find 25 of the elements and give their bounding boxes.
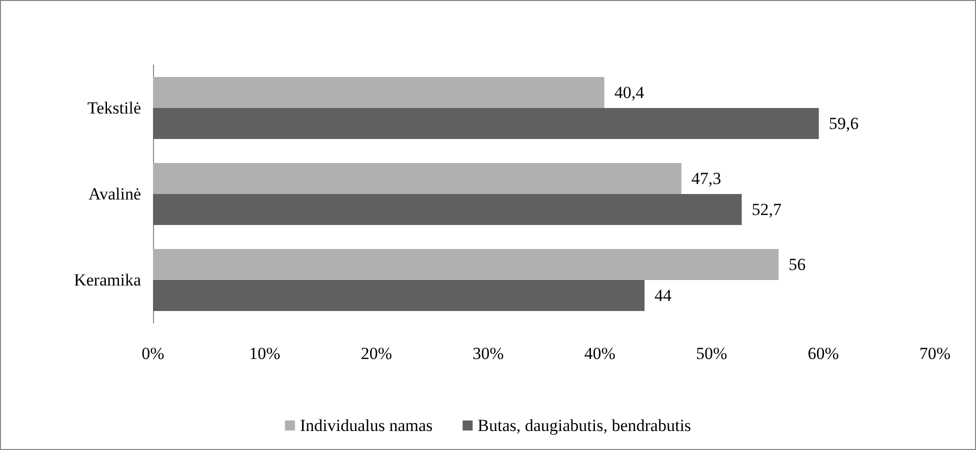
- data-label: 44: [654, 286, 672, 305]
- x-tick-label: 10%: [249, 344, 280, 363]
- data-label: 40,4: [614, 83, 645, 102]
- bar: [153, 77, 604, 108]
- y-tick-label: Tekstilė: [87, 98, 141, 118]
- bar: [153, 194, 742, 225]
- x-tick-label: 70%: [919, 344, 951, 363]
- data-label: 52,7: [752, 200, 782, 219]
- x-tick-label: 20%: [360, 344, 392, 363]
- bar: [153, 249, 779, 280]
- legend-label: Individualus namas: [300, 416, 433, 435]
- x-tick-label: 60%: [808, 344, 839, 363]
- data-label: 59,6: [828, 114, 859, 133]
- y-tick-label: Keramika: [74, 270, 142, 290]
- bar: [153, 280, 645, 311]
- data-label: 56: [788, 255, 806, 274]
- y-tick-label: Avalinė: [88, 184, 141, 204]
- x-tick-label: 30%: [472, 344, 504, 363]
- x-tick-label: 50%: [696, 344, 728, 363]
- legend-label: Butas, daugiabutis, bendrabutis: [478, 416, 692, 435]
- data-label: 47,3: [691, 169, 722, 188]
- x-tick-label: 0%: [142, 344, 164, 363]
- x-tick-label: 40%: [584, 344, 616, 363]
- bar: [153, 108, 819, 139]
- bar: [153, 163, 682, 194]
